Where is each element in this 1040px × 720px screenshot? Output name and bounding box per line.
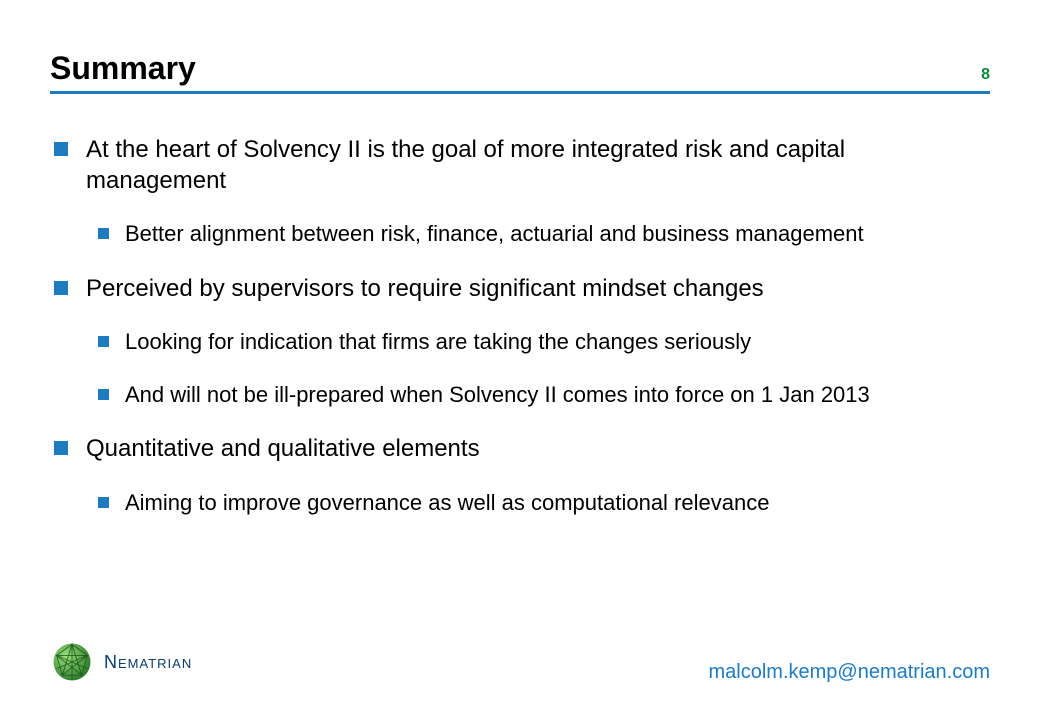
bullet-text: Aiming to improve governance as well as … [125,489,769,518]
bullet-text: Perceived by supervisors to require sign… [86,273,764,304]
bullet-square-icon [54,142,68,156]
logo-icon [50,640,94,684]
bullet-item: Better alignment between risk, finance, … [98,220,990,249]
bullet-item: Aiming to improve governance as well as … [98,489,990,518]
bullet-square-icon [98,228,109,239]
slide: Summary 8 At the heart of Solvency II is… [0,0,1040,720]
bullet-text: And will not be ill-prepared when Solven… [125,381,870,410]
title-rule [50,91,990,94]
bullet-item: Perceived by supervisors to require sign… [54,273,990,304]
header-row: Summary 8 [50,50,990,87]
bullet-text: At the heart of Solvency II is the goal … [86,134,990,196]
bullet-square-icon [54,281,68,295]
page-number: 8 [981,66,990,84]
bullet-item: Quantitative and qualitative elements [54,433,990,464]
brand-name: Nematrian [104,652,192,673]
contact-email: malcolm.kemp@nematrian.com [709,661,991,684]
bullet-item: And will not be ill-prepared when Solven… [98,381,990,410]
bullet-item: Looking for indication that firms are ta… [98,328,990,357]
bullet-square-icon [54,441,68,455]
bullet-square-icon [98,389,109,400]
footer: Nematrian malcolm.kemp@nematrian.com [50,640,990,690]
bullet-square-icon [98,497,109,508]
slide-title: Summary [50,50,196,87]
bullet-square-icon [98,336,109,347]
bullet-text: Looking for indication that firms are ta… [125,328,751,357]
content-area: At the heart of Solvency II is the goal … [50,134,990,640]
bullet-item: At the heart of Solvency II is the goal … [54,134,990,196]
brand-block: Nematrian [50,640,192,684]
bullet-text: Quantitative and qualitative elements [86,433,480,464]
bullet-text: Better alignment between risk, finance, … [125,220,864,249]
